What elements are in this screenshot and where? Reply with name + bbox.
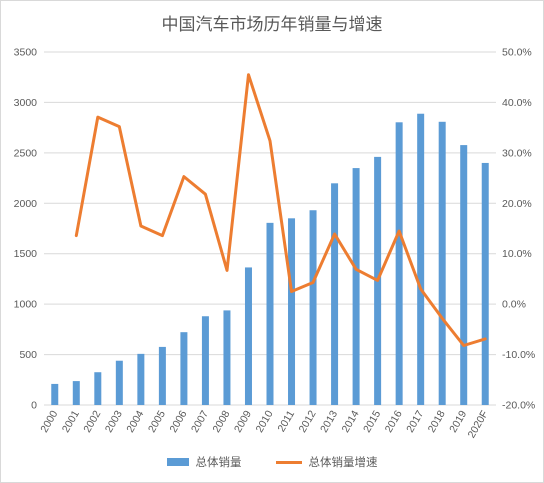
y-right-tick-label: 0.0%: [502, 299, 526, 311]
x-tick-label: 2001: [60, 408, 82, 434]
x-tick-label: 2003: [103, 408, 125, 434]
bar-sales: [137, 353, 145, 405]
bar-sales: [352, 168, 360, 405]
y-left-tick-label: 2000: [14, 198, 38, 210]
y-right-tick-label: 40.0%: [502, 97, 532, 109]
y-left-tick-label: 3500: [14, 47, 38, 59]
y-left-tick-label: 3000: [14, 97, 38, 109]
bar-sales: [331, 183, 339, 405]
legend-item-growth: 总体销量增速: [275, 454, 378, 470]
line-growth: [74, 73, 487, 347]
bar-sales: [460, 145, 468, 406]
y-left-tick-label: 1000: [14, 299, 38, 311]
bar-sales: [223, 310, 231, 405]
x-tick-label: 2009: [232, 408, 254, 434]
bar-sales: [94, 372, 102, 405]
bar-sales: [72, 381, 80, 405]
x-tick-label: 2002: [81, 408, 103, 434]
bar-sales: [115, 360, 123, 405]
x-tick-label: 2008: [210, 408, 232, 434]
bar-sales: [395, 122, 403, 406]
legend-item-sales: 总体销量: [166, 454, 242, 470]
y-right-tick-label: 10.0%: [502, 248, 532, 260]
bar-sales: [288, 218, 296, 405]
bar-sales: [309, 210, 317, 405]
x-tick-label: 2013: [318, 408, 340, 434]
x-tick-label: 2014: [340, 408, 362, 434]
x-tick-label: 2015: [361, 408, 383, 434]
x-tick-label: 2010: [254, 408, 276, 434]
bar-sales: [244, 267, 252, 405]
bar-sales: [417, 113, 425, 405]
x-tick-label: 2016: [383, 408, 405, 434]
y-right-tick-label: -20.0%: [502, 400, 535, 412]
legend-swatch-bar: [166, 458, 189, 466]
y-left-tick-label: 1500: [14, 248, 38, 260]
y-right-tick-label: 30.0%: [502, 147, 532, 159]
bar-sales: [481, 162, 489, 405]
legend-label-growth: 总体销量增速: [308, 455, 378, 469]
bar-sales: [266, 222, 274, 405]
bar-sales: [438, 121, 446, 405]
bar-sales: [158, 346, 166, 405]
x-tick-label: 2004: [124, 408, 146, 434]
x-tick-label: 2005: [146, 408, 168, 434]
y-left-tick-label: 2500: [14, 147, 38, 159]
bar-sales: [201, 316, 209, 405]
y-right-tick-label: 20.0%: [502, 198, 532, 210]
chart-title: 中国汽车市场历年销量与增速: [161, 15, 383, 35]
x-tick-label: 2019: [447, 408, 469, 434]
x-tick-label: 2007: [189, 408, 211, 434]
x-tick-label: 2018: [426, 408, 448, 434]
x-tick-label: 2006: [167, 408, 189, 434]
y-left-tick-label: 0: [31, 400, 37, 412]
y-right-tick-label: 50.0%: [502, 47, 532, 59]
x-tick-label: 2011: [275, 408, 297, 434]
x-tick-label: 2017: [404, 408, 426, 434]
bar-sales: [180, 332, 188, 405]
legend-label-sales: 总体销量: [195, 455, 242, 469]
x-tick-label: 2012: [297, 408, 319, 434]
x-tick-label: 2020F: [466, 409, 491, 441]
legend-swatch-line: [275, 460, 302, 464]
chart-legend: 总体销量 总体销量增速: [0, 454, 544, 470]
y-left-tick-label: 500: [19, 349, 37, 361]
x-tick-label: 2000: [38, 408, 60, 434]
bar-sales: [51, 383, 59, 405]
y-right-tick-label: -10.0%: [502, 349, 535, 361]
